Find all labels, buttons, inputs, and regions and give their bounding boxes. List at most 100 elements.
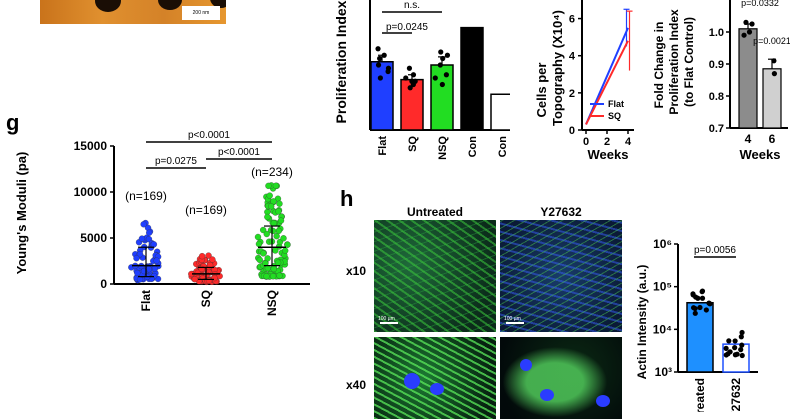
data-point — [443, 72, 449, 78]
data-point — [432, 75, 438, 81]
data-point — [738, 334, 744, 340]
data-point — [275, 227, 282, 235]
pit — [95, 0, 121, 12]
legend-flat-label: Flat — [608, 99, 624, 109]
data-point — [272, 182, 280, 189]
x-tick-label: + Con — [467, 136, 479, 160]
n-label-nsq: (n=234) — [251, 165, 293, 179]
data-point — [699, 295, 706, 301]
data-point — [276, 272, 283, 279]
data-point — [771, 71, 778, 77]
data-point — [138, 235, 146, 242]
x-tick-label: - Con — [497, 136, 509, 160]
annotation-p-week6: p=0.0021 — [753, 36, 790, 46]
nucleus — [540, 389, 554, 401]
data-point — [381, 52, 387, 58]
x-tick-label: Flat — [139, 290, 153, 311]
data-point — [260, 250, 267, 257]
scale-bar: 200 nm — [182, 6, 220, 20]
data-point — [277, 217, 285, 224]
bar-untreated — [686, 301, 714, 373]
y-tick-label: 1.0 — [709, 27, 724, 39]
pit — [158, 0, 182, 10]
y-tick-label: 0.7 — [709, 123, 724, 135]
scale-bar — [506, 322, 524, 324]
data-point — [410, 72, 417, 78]
annotation-p-flat-nsq: p<0.0001 — [188, 130, 230, 141]
actin-intensity-chart: Actin Intensity (a.u.) 10³ 10⁴ 10⁵ 10⁶ p=0.… — [635, 237, 758, 412]
data-point — [273, 233, 280, 240]
data-point — [268, 203, 275, 210]
cells-per-topography-chart: Cells per Topography (X10⁴) 0 2 4 6 0 2 4 Flat… — [534, 0, 634, 160]
data-point — [256, 256, 263, 264]
row-label-x40: x40 — [346, 378, 367, 392]
youngs-moduli-chart: Young's Moduli (pa) 0 5000 10000 15000 Flat… — [14, 130, 310, 316]
data-point — [140, 221, 147, 228]
nucleus — [404, 373, 420, 389]
data-point — [269, 227, 277, 235]
data-point — [276, 200, 283, 207]
data-point — [377, 55, 383, 62]
n-label-sq: (n=169) — [185, 203, 227, 217]
data-point — [275, 208, 282, 215]
y-tick-label: 2 — [569, 88, 575, 100]
x-tick-label: NSQ — [437, 136, 449, 160]
data-point — [692, 310, 698, 316]
x-tick-label: Untreated — [693, 378, 707, 412]
data-point — [274, 259, 282, 266]
data-point — [693, 294, 699, 300]
data-point — [136, 251, 144, 258]
data-point — [254, 233, 262, 241]
data-point — [723, 352, 729, 358]
x-tick-label: 0 — [583, 136, 589, 148]
scale-bar-label: 100 µm — [378, 316, 395, 322]
y-tick-label: 0.9 — [709, 59, 724, 71]
data-point — [723, 345, 729, 351]
data-point — [205, 252, 212, 259]
x-tick-label: SQ — [407, 136, 419, 152]
series-line-sq — [585, 40, 629, 125]
data-point — [150, 241, 158, 248]
data-point — [153, 257, 160, 264]
annotation-p-sq-nsq: p<0.0001 — [218, 147, 260, 158]
data-point — [265, 182, 272, 190]
y-tick-label: 10⁵ — [653, 280, 672, 294]
scale-bar-label: 100 µm — [504, 316, 521, 322]
y-tick-label: 0.8 — [709, 91, 724, 103]
y-tick-label: 6 — [569, 14, 575, 26]
pit — [210, 0, 226, 8]
data-point — [690, 305, 697, 311]
data-point — [699, 289, 705, 295]
x-tick-label: Flat — [377, 136, 389, 156]
data-point — [406, 65, 413, 71]
y-tick-label: 10000 — [74, 185, 108, 199]
data-point — [438, 49, 444, 55]
y-axis-label-line2: Topography (X10⁴) — [550, 10, 565, 126]
afm-topography-image: 200 nm — [40, 0, 226, 24]
data-point — [264, 213, 271, 221]
x-axis-label: Weeks — [740, 147, 781, 160]
legend-sq-label: SQ — [608, 111, 621, 121]
data-point — [444, 52, 451, 58]
bar-con — [490, 93, 510, 131]
data-point — [739, 329, 745, 336]
data-point — [771, 58, 777, 64]
data-point — [739, 352, 745, 359]
column-label-untreated: Untreated — [406, 205, 463, 219]
row-label-x10: x10 — [346, 264, 367, 278]
y-axis-label: Proliferation Index — [333, 0, 349, 123]
x-tick-label: Y27632 — [729, 378, 743, 412]
data-point — [743, 19, 749, 25]
data-point — [146, 229, 153, 236]
data-point — [198, 253, 206, 260]
data-point — [385, 65, 392, 71]
y-axis-label-line1: Cells per — [534, 63, 549, 118]
data-point — [191, 276, 199, 283]
y-axis-label-line3: (to Flat Control) — [682, 17, 696, 107]
data-point — [260, 226, 267, 234]
y-tick-label: 0 — [569, 125, 575, 137]
data-point — [738, 347, 744, 353]
x-tick-label: NSQ — [265, 290, 279, 316]
y-axis-label-line2: Proliferation Index — [667, 9, 681, 115]
data-point — [134, 269, 141, 277]
